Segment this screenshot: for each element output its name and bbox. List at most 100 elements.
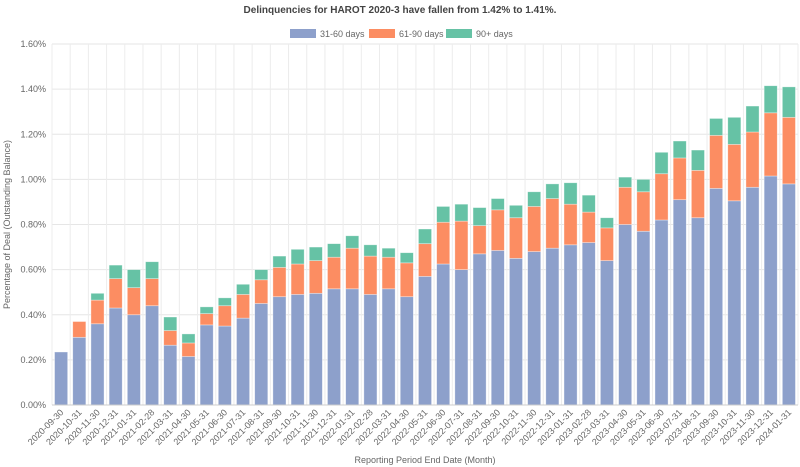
bar-segment-90-days — [126, 269, 141, 289]
bar-segment-90-days — [436, 206, 451, 223]
bar-segment-61-90-days — [600, 227, 614, 261]
bar-segment-61-90-days — [363, 255, 378, 295]
bar-segment-31-60-days — [709, 188, 724, 406]
bar-segment-61-90-days — [290, 263, 305, 295]
bar-segment-31-60-days — [672, 199, 687, 406]
bar-segment-90-days — [272, 255, 287, 268]
bar-segment-90-days — [254, 269, 269, 281]
bar-segment-90-days — [545, 183, 560, 199]
bar-segment-31-60-days — [509, 257, 523, 406]
bar-segment-31-60-days — [399, 296, 414, 406]
bar-segment-90-days — [181, 333, 196, 344]
bar-segment-90-days — [527, 191, 542, 207]
bar-segment-61-90-days — [272, 267, 287, 298]
y-tick-label: 1.20% — [20, 129, 46, 139]
bar-segment-31-60-days — [563, 244, 578, 406]
y-tick-label: 1.60% — [20, 39, 46, 49]
bar-segment-31-60-days — [290, 294, 305, 406]
bar-segment-90-days — [236, 283, 250, 295]
bar-segment-61-90-days — [636, 191, 651, 232]
bar-segment-61-90-days — [745, 131, 760, 188]
bar-segment-31-60-days — [254, 303, 269, 406]
bar-segment-61-90-days — [654, 173, 669, 221]
bar-segment-90-days — [654, 151, 669, 175]
bar-segment-31-60-days — [345, 288, 360, 406]
y-tick-label: 1.00% — [20, 174, 46, 184]
bar-segment-61-90-days — [727, 144, 742, 202]
bar-segment-61-90-days — [163, 330, 178, 346]
bar-segment-61-90-days — [126, 287, 141, 316]
bar-segment-31-60-days — [108, 307, 123, 406]
bar-segment-90-days — [600, 217, 614, 229]
bar-segment-61-90-days — [72, 321, 87, 338]
bar-segment-61-90-days — [782, 116, 796, 185]
bar-segment-90-days — [163, 316, 178, 331]
bar-segment-61-90-days — [454, 220, 469, 270]
bar-segment-90-days — [418, 228, 432, 245]
bar-segment-31-60-days — [90, 323, 105, 406]
bar-segment-61-90-days — [90, 299, 105, 325]
bar-segment-31-60-days — [163, 344, 178, 406]
bar-segment-90-days — [308, 246, 323, 261]
bar-segment-61-90-days — [509, 217, 523, 259]
bar-segment-90-days — [490, 198, 505, 211]
bar-segment-90-days — [90, 292, 105, 301]
bar-segment-31-60-days — [636, 230, 651, 406]
legend-label: 90+ days — [476, 29, 513, 39]
bar-segment-61-90-days — [308, 260, 323, 294]
bar-segment-61-90-days — [763, 112, 778, 177]
y-tick-label: 0.60% — [20, 265, 46, 275]
bar-segment-90-days — [691, 149, 705, 171]
bar-segment-31-60-days — [236, 317, 250, 406]
bar-segment-90-days — [581, 194, 596, 213]
bar-segment-61-90-days — [527, 206, 542, 252]
bar-segment-61-90-days — [399, 262, 414, 298]
bar-segment-90-days — [381, 247, 396, 258]
bar-segment-90-days — [363, 244, 378, 257]
bar-segment-90-days — [217, 297, 232, 307]
bar-segment-31-60-days — [272, 296, 287, 406]
y-tick-label: 1.40% — [20, 84, 46, 94]
bar-segment-61-90-days — [345, 247, 360, 290]
bar-segment-31-60-days — [436, 263, 451, 406]
bar-segment-31-60-days — [782, 183, 796, 406]
bar-segment-61-90-days — [327, 256, 341, 290]
bar-segment-90-days — [327, 243, 341, 258]
bar-segment-61-90-days — [581, 211, 596, 243]
bar-segment-90-days — [509, 204, 523, 219]
legend-swatch — [290, 29, 316, 38]
bar-segment-31-60-days — [527, 251, 542, 406]
bar-segment-31-60-days — [381, 288, 396, 406]
bar-segment-90-days — [472, 207, 487, 226]
legend-label: 31-60 days — [320, 29, 365, 39]
bar-segment-90-days — [399, 252, 414, 264]
bar-segment-90-days — [108, 264, 123, 279]
bar-segment-61-90-days — [545, 198, 560, 249]
bar-segment-31-60-days — [745, 186, 760, 406]
bar-segment-90-days — [290, 248, 305, 265]
bar-segment-31-60-days — [600, 260, 614, 406]
bar-segment-31-60-days — [691, 217, 705, 406]
bar-segment-31-60-days — [618, 224, 633, 406]
bar-segment-90-days — [709, 118, 724, 136]
bar-segment-90-days — [727, 116, 742, 145]
bar-segment-90-days — [618, 176, 633, 188]
bar-segment-61-90-days — [672, 157, 687, 201]
bar-segment-31-60-days — [545, 247, 560, 406]
bar-segment-31-60-days — [199, 324, 214, 406]
bar-segment-31-60-days — [126, 314, 141, 406]
legend-swatch — [446, 29, 472, 38]
bar-segment-31-60-days — [490, 250, 505, 406]
bar-segment-90-days — [782, 86, 796, 118]
bar-segment-31-60-days — [727, 200, 742, 406]
bar-segment-90-days — [745, 105, 760, 133]
bar-segment-61-90-days — [691, 170, 705, 219]
y-tick-label: 0.40% — [20, 310, 46, 320]
bar-segment-90-days — [763, 85, 778, 114]
bar-segment-61-90-days — [563, 203, 578, 246]
bar-segment-90-days — [199, 306, 214, 314]
bar-segment-61-90-days — [181, 342, 196, 357]
bar-segment-61-90-days — [490, 209, 505, 251]
bar-segment-31-60-days — [581, 242, 596, 406]
bar-segment-61-90-days — [472, 225, 487, 255]
